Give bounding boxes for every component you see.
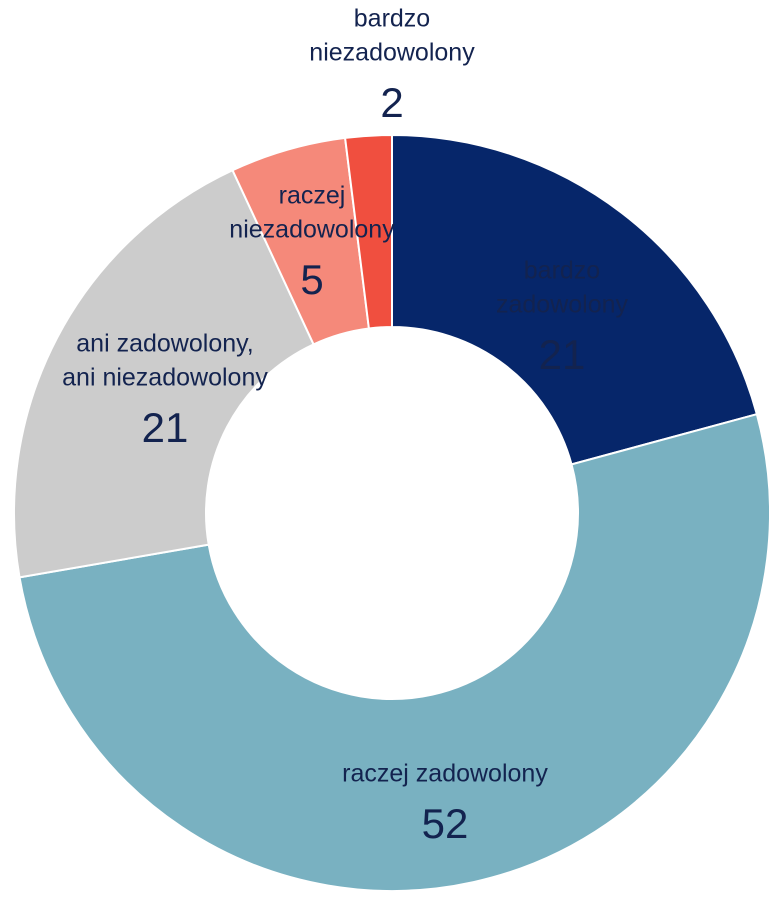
slice-category-label: raczej zadowolony (342, 760, 548, 788)
slice-category-label: niezadowolony (309, 39, 475, 67)
slice-value-label: 21 (142, 404, 189, 451)
slice-category-label: raczej (279, 182, 346, 210)
slice-category-label: bardzo (354, 5, 430, 33)
slice-value-label: 2 (380, 79, 403, 126)
slice-value-label: 5 (300, 256, 323, 303)
slice-category-label: zadowolony (496, 291, 629, 319)
slice-value-label: 52 (422, 800, 469, 847)
slice-value-label: 21 (539, 331, 586, 378)
slice-category-label: ani zadowolony, (76, 330, 253, 358)
slice-category-label: bardzo (524, 257, 600, 285)
slice-category-label: niezadowolony (229, 216, 395, 244)
donut-slice (391, 133, 759, 466)
donut-slice (13, 168, 315, 579)
slice-category-label: ani niezadowolony (62, 364, 268, 392)
donut-slice (18, 412, 769, 892)
donut-slice (343, 133, 393, 330)
